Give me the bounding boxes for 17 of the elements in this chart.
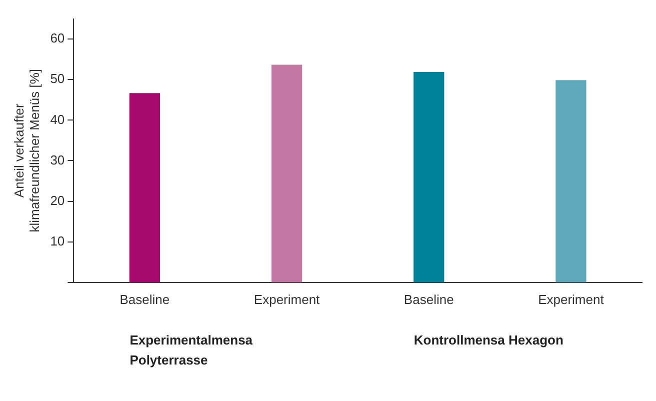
x-tick-label: Experiment: [254, 292, 320, 307]
bar: [556, 80, 586, 282]
y-tick-label: 40: [50, 112, 65, 127]
text: Kontrollmensa Hexagon: [414, 332, 564, 348]
bar: [271, 64, 302, 282]
y-axis-title: Anteil verkaufter klimafreundlicher Menüs [%]: [11, 68, 42, 232]
x-tick-label: Experiment: [538, 292, 604, 307]
bar: [129, 93, 160, 282]
bar: [414, 72, 444, 282]
y-tick-label: 30: [50, 152, 65, 168]
x-tick-label: Baseline: [404, 292, 454, 307]
x-tick-label: Baseline: [120, 292, 170, 307]
y-tick-label: 60: [50, 30, 65, 46]
y-tick-label: 20: [50, 192, 65, 208]
y-tick-label: 50: [50, 71, 65, 86]
y-tick-label: 10: [50, 233, 65, 248]
text: Experimentalmensa Polyterrasse: [130, 332, 254, 368]
